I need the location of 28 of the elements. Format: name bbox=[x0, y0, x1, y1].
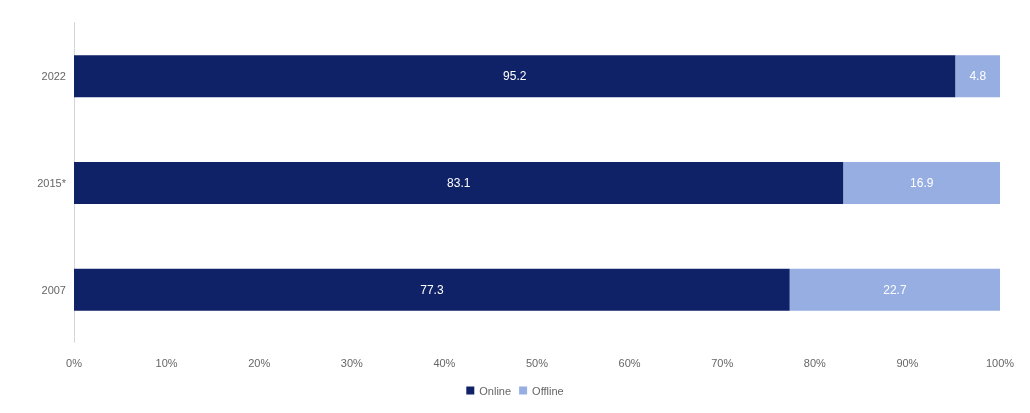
bar bbox=[789, 268, 1000, 311]
data-label: 77.3 bbox=[420, 282, 444, 297]
x-tick-label: 80% bbox=[803, 356, 827, 369]
x-tick-label: 10% bbox=[155, 356, 178, 369]
bar bbox=[843, 162, 1000, 204]
x-tick-label: 90% bbox=[896, 356, 919, 369]
x-tick-label: 30% bbox=[340, 356, 364, 369]
bar bbox=[955, 55, 1000, 98]
x-tick-label: 100% bbox=[985, 356, 1015, 369]
x-tick-label: 70% bbox=[711, 356, 734, 369]
data-label: 4.8 bbox=[969, 69, 987, 84]
x-tick-label: 20% bbox=[248, 356, 271, 369]
legend-label: Online bbox=[479, 384, 512, 397]
data-label: 95.2 bbox=[503, 69, 527, 84]
x-tick-label: 0% bbox=[66, 356, 83, 369]
data-label: 83.1 bbox=[447, 176, 471, 190]
bar bbox=[74, 55, 956, 98]
data-label: 16.9 bbox=[910, 176, 934, 190]
y-tick-label: 2015* bbox=[37, 177, 67, 189]
legend-label: Offline bbox=[532, 384, 564, 397]
bar bbox=[74, 268, 790, 311]
x-tick-label: 60% bbox=[618, 356, 641, 369]
bar bbox=[74, 162, 844, 204]
data-label: 22.7 bbox=[883, 282, 907, 297]
y-tick-label: 2022 bbox=[41, 70, 66, 83]
y-tick-label: 2007 bbox=[41, 283, 66, 296]
x-tick-label: 40% bbox=[433, 356, 456, 369]
x-tick-label: 50% bbox=[525, 356, 549, 369]
